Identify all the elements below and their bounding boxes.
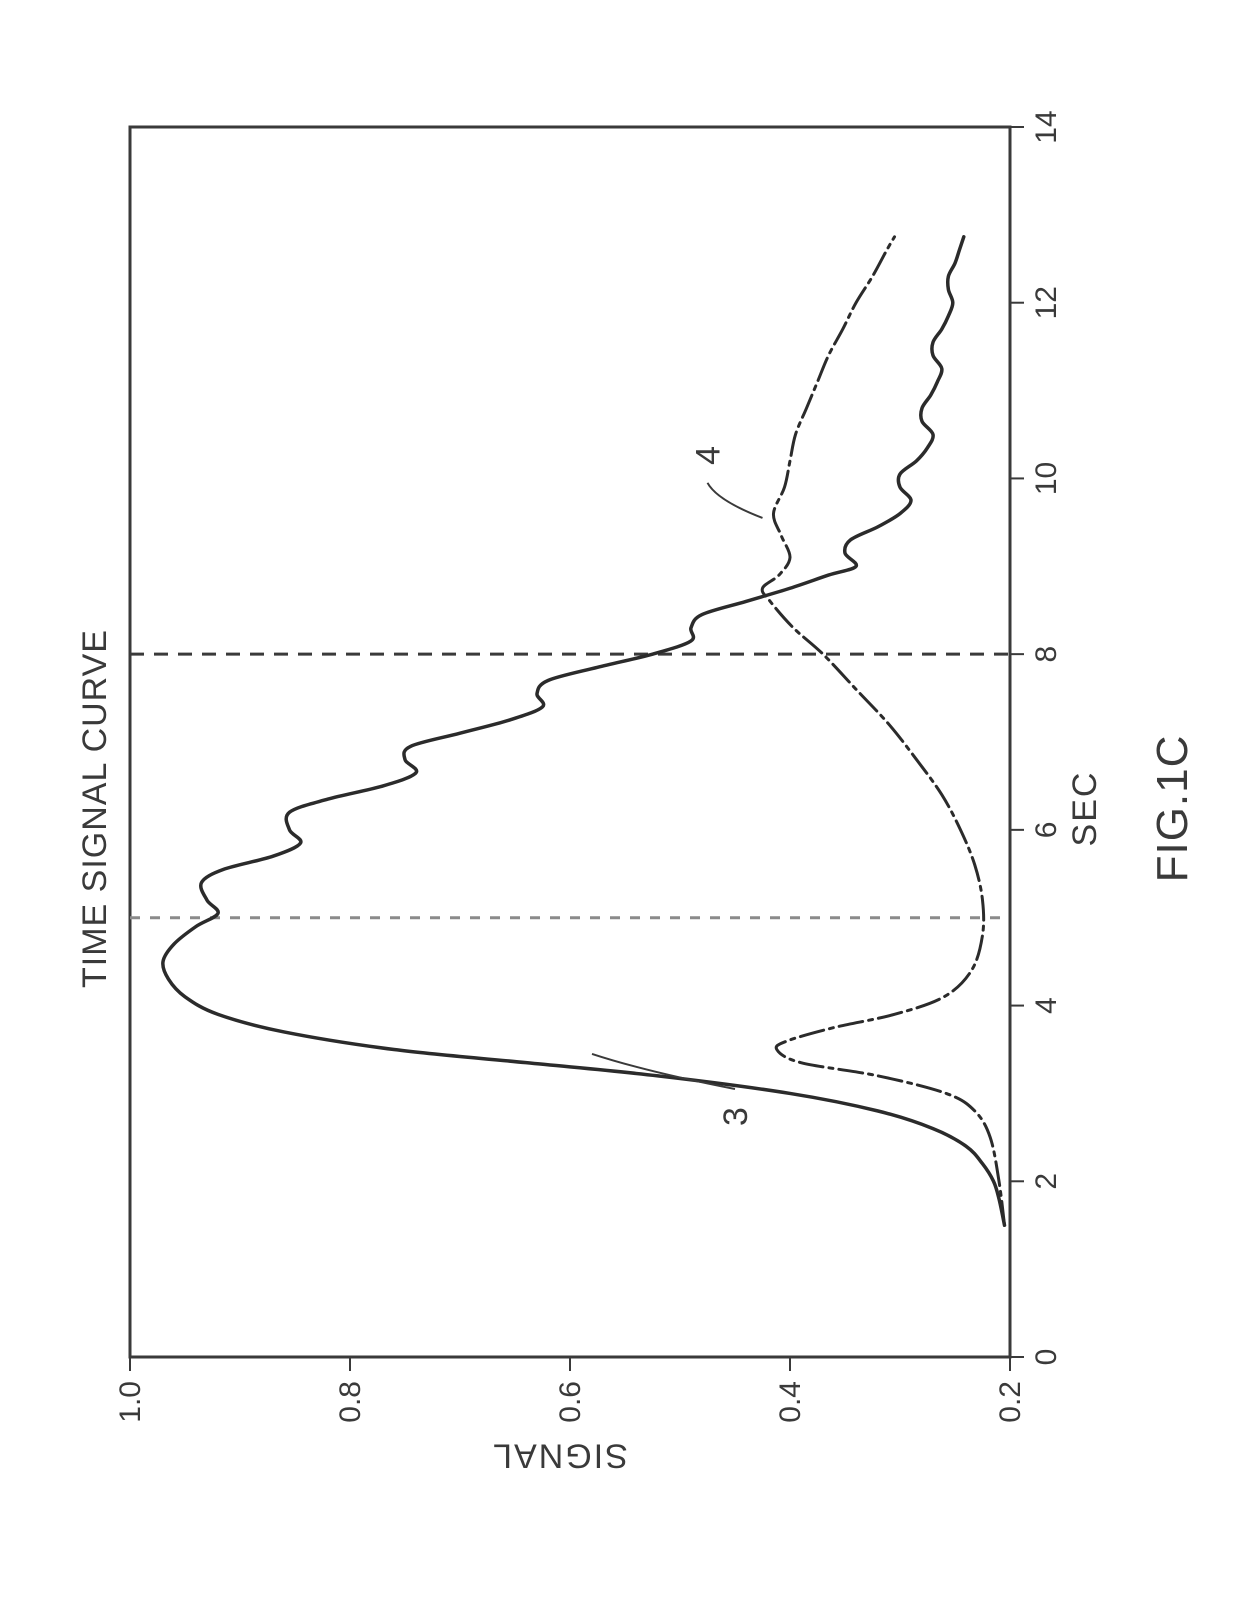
- y-tick-label: 0.2: [994, 1381, 1027, 1423]
- x-tick-label: 6: [1030, 822, 1063, 839]
- x-tick-label: 8: [1030, 646, 1063, 663]
- x-tick-label: 10: [1030, 462, 1063, 495]
- x-axis-label: SEC: [1066, 0, 1105, 1617]
- y-tick-label: 0.8: [334, 1381, 367, 1423]
- x-tick-label: 12: [1030, 286, 1063, 319]
- figure-rotated-container: TIME SIGNAL CURVE SIGNAL SEC FIG.1C 0 2 4 6…: [0, 0, 1240, 1617]
- x-tick-label: 0: [1030, 1349, 1063, 1366]
- x-tick-label: 14: [1030, 110, 1063, 143]
- series-label: 4: [690, 446, 728, 465]
- series-label: 3: [717, 1107, 755, 1126]
- x-tick-label: 4: [1030, 997, 1063, 1014]
- y-tick-label: 0.4: [774, 1381, 807, 1423]
- y-tick-label: 1.0: [114, 1381, 147, 1423]
- chart-svg: 0 2 4 6 8 10 12 14 0.2 0.4 0.6 0.8 1.0 3 4: [0, 0, 1240, 1617]
- y-axis-label: SIGNAL: [480, 1436, 640, 1475]
- series-leader: [708, 483, 763, 518]
- plot-border: [130, 127, 1010, 1357]
- chart-title: TIME SIGNAL CURVE: [76, 0, 115, 1617]
- series-curve4: [762, 237, 1004, 1225]
- y-tick-label: 0.6: [554, 1381, 587, 1423]
- x-tick-label: 2: [1030, 1173, 1063, 1190]
- figure-caption: FIG.1C: [1148, 0, 1198, 1617]
